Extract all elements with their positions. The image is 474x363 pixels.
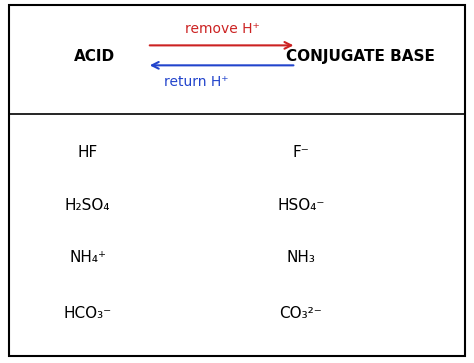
Text: F⁻: F⁻ bbox=[292, 145, 310, 160]
Text: return H⁺: return H⁺ bbox=[164, 75, 229, 89]
Text: NH₃: NH₃ bbox=[287, 250, 315, 265]
Text: HSO₄⁻: HSO₄⁻ bbox=[277, 197, 325, 213]
Text: CONJUGATE BASE: CONJUGATE BASE bbox=[286, 49, 435, 64]
Text: ACID: ACID bbox=[74, 49, 115, 64]
Text: HF: HF bbox=[78, 145, 98, 160]
Text: H₂SO₄: H₂SO₄ bbox=[65, 197, 110, 213]
Text: NH₄⁺: NH₄⁺ bbox=[69, 250, 106, 265]
Text: CO₃²⁻: CO₃²⁻ bbox=[280, 306, 322, 322]
Text: remove H⁺: remove H⁺ bbox=[185, 22, 260, 36]
Text: HCO₃⁻: HCO₃⁻ bbox=[64, 306, 112, 322]
